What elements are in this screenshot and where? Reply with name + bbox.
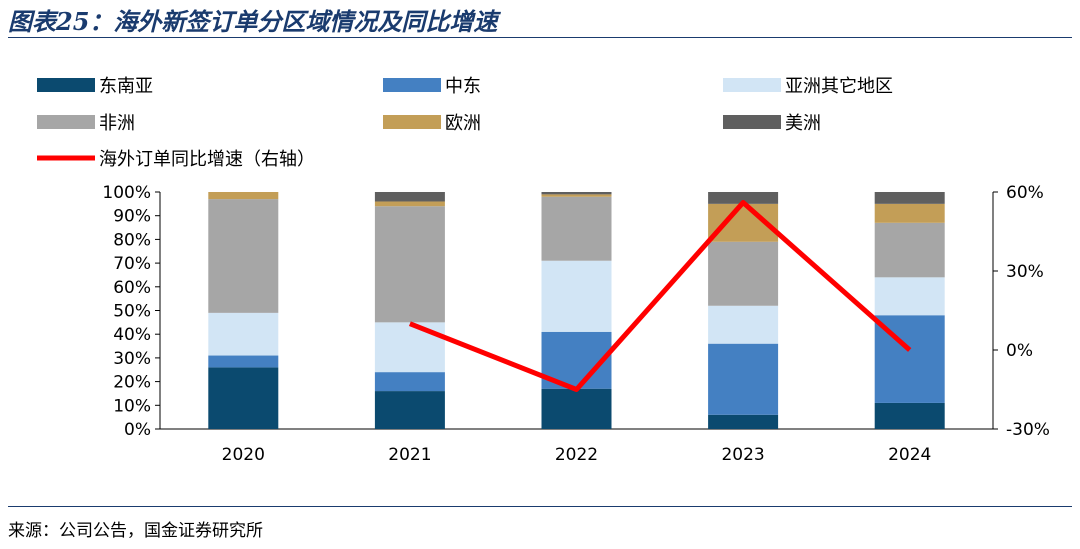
bar-segment — [208, 192, 279, 200]
footer-divider — [8, 506, 1072, 507]
legend-line-label: 海外订单同比增速（右轴） — [99, 149, 315, 170]
y-right-tick-label: 0% — [1006, 341, 1033, 361]
bar-segment — [374, 201, 445, 207]
y-right-tick-label: 60% — [1006, 183, 1044, 203]
bar-segment — [541, 260, 612, 332]
x-tick-label: 2023 — [721, 445, 764, 465]
bar-segment — [708, 343, 779, 415]
growth-line-layer — [408, 200, 912, 392]
bar-segment — [874, 277, 945, 316]
bar-segment — [208, 367, 279, 429]
source-note: 来源：公司公告，国金证券研究所 — [8, 521, 263, 541]
y-left-tick-label: 40% — [113, 325, 151, 345]
legend-swatch — [37, 115, 95, 129]
bar-segment — [374, 192, 445, 202]
title-divider — [8, 37, 1072, 38]
x-tick-label: 2020 — [222, 445, 265, 465]
chart-title: 图表25：海外新签订单分区域情况及同比增速 — [8, 7, 498, 36]
legend-label: 欧洲 — [445, 113, 481, 134]
legend-swatch — [383, 115, 441, 129]
bar-segment — [874, 402, 945, 429]
bar-segment — [708, 305, 779, 344]
bar-segment — [541, 192, 612, 195]
bar-segment — [708, 241, 779, 306]
legend-label: 亚洲其它地区 — [785, 76, 893, 97]
bar-segment — [374, 372, 445, 392]
y-right-tick-label: 30% — [1006, 262, 1044, 282]
bars — [208, 192, 945, 429]
y-left-tick-label: 60% — [113, 278, 151, 298]
bar-segment — [708, 192, 779, 204]
legend-label: 美洲 — [785, 113, 821, 134]
bar-segment — [541, 388, 612, 429]
bar-segment — [208, 199, 279, 313]
growth-line — [408, 200, 912, 392]
legend-label: 东南亚 — [99, 76, 153, 97]
bar-segment — [208, 355, 279, 368]
bar-segment — [541, 196, 612, 261]
bar-segment — [208, 312, 279, 356]
bar-segment — [708, 414, 779, 429]
y-left-tick-label: 50% — [113, 302, 151, 322]
legend-label: 非洲 — [99, 113, 135, 134]
y-right-tick-label: -30% — [1006, 420, 1050, 440]
y-left-tick-label: 30% — [113, 349, 151, 369]
x-tick-label: 2022 — [555, 445, 598, 465]
y-left-tick-label: 10% — [113, 396, 151, 416]
y-left-tick-label: 20% — [113, 373, 151, 393]
y-left-tick-label: 90% — [113, 207, 151, 227]
legend-swatch — [723, 115, 781, 129]
legend-swatch — [723, 78, 781, 92]
y-left-tick-label: 0% — [124, 420, 151, 440]
legend-swatch — [37, 78, 95, 92]
bar-segment — [374, 391, 445, 429]
bar-segment — [874, 203, 945, 223]
bar-segment — [374, 322, 445, 373]
axes: 0% 10% 20% 30% 40% 50% 60% 70% 80% 90% 100% -30% 0% 3… — [102, 183, 1050, 465]
legend-swatch — [383, 78, 441, 92]
x-tick-label: 2024 — [888, 445, 931, 465]
y-left-tick-label: 70% — [113, 254, 151, 274]
y-left-tick-label: 80% — [113, 230, 151, 250]
bar-segment — [374, 206, 445, 323]
y-left-tick-label: 100% — [102, 183, 151, 203]
bar-segment — [541, 194, 612, 197]
legend-label: 中东 — [445, 76, 481, 97]
x-tick-label: 2021 — [388, 445, 431, 465]
bar-segment — [874, 192, 945, 204]
bar-segment — [874, 222, 945, 278]
